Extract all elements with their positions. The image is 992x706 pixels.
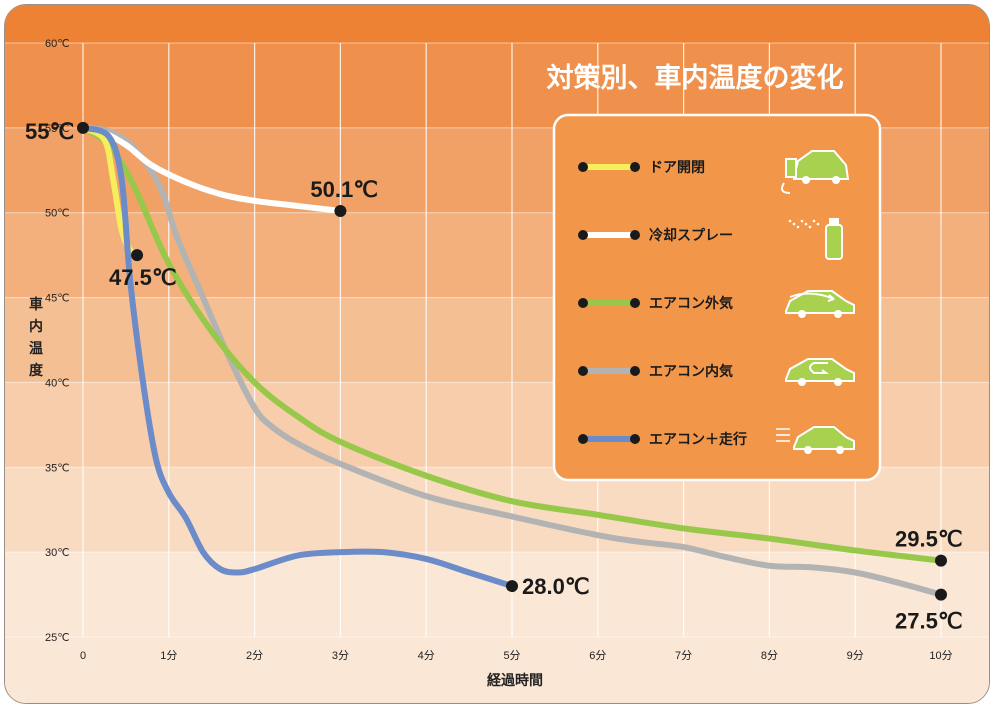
chart-title: 対策別、車内温度の変化 — [547, 62, 844, 94]
series-lines — [80, 124, 944, 598]
car-doors-open-icon — [781, 150, 850, 194]
x-tick-label: 4分 — [418, 649, 435, 662]
legend-label: ドア開閉 — [649, 160, 705, 176]
legend-dot — [578, 162, 588, 172]
x-tick-label: 5分 — [503, 649, 520, 662]
legend-label: 冷却スプレー — [649, 227, 733, 244]
x-tick-label: 7分 — [675, 649, 692, 662]
legend-item-cooling-spray: 冷却スプレー — [578, 218, 843, 260]
x-tick-label: 0 — [80, 650, 86, 662]
end-marker-cooling-spray — [334, 205, 347, 218]
legend-dot — [630, 162, 640, 172]
legend-label: エアコン外気 — [649, 295, 733, 312]
spray-dot — [800, 219, 804, 223]
y-tick-label: 35℃ — [45, 462, 70, 474]
y-tick-label: 30℃ — [45, 547, 70, 559]
end-marker-door-open — [131, 249, 144, 262]
x-tick-label: 1分 — [160, 649, 177, 662]
band — [5, 552, 989, 637]
x-tick-labels: 0 1分 2分 3分 4分 5分 6分 7分 8分 9分 10分 — [80, 649, 953, 662]
end-marker-ac-recirculate — [935, 588, 947, 601]
arrow — [781, 182, 791, 194]
end-marker-ac-outside-air — [935, 554, 947, 567]
car-door — [785, 158, 797, 178]
y-tick-label: 40℃ — [45, 377, 70, 389]
legend-dot — [578, 434, 588, 444]
y-tick-labels: 25℃ 30℃ 35℃ 40℃ 45℃ 50℃ 55℃ 60℃ — [45, 38, 70, 644]
end-label-door-open: 47.5℃ — [109, 265, 177, 290]
x-tick-label: 10分 — [929, 649, 952, 662]
spray-dot — [788, 219, 792, 223]
spray-dot — [812, 219, 816, 223]
x-tick-label: 2分 — [246, 649, 263, 662]
x-axis-label: 経過時間 — [487, 672, 543, 689]
air-arrow — [789, 292, 835, 302]
x-tick-label: 3分 — [332, 649, 349, 662]
can-body — [825, 224, 843, 260]
chart-frame: 25℃ 30℃ 35℃ 40℃ 45℃ 50℃ 55℃ 60℃ 0 1分 2分 3分 4分 5分 6分 7分… — [4, 4, 990, 704]
legend-dot — [630, 434, 640, 444]
car-outside-air-icon — [785, 290, 855, 318]
end-label-ac-outside-air: 29.5℃ — [895, 527, 963, 552]
legend-dot — [578, 230, 588, 240]
series-line-door-open — [80, 124, 141, 259]
x-tick-label: 9分 — [847, 649, 864, 662]
band-bottom — [5, 637, 989, 703]
legend-dot — [630, 298, 640, 308]
series-line-ac-driving — [80, 124, 515, 590]
car-recirculate-icon — [785, 358, 855, 386]
car-wheel — [834, 310, 842, 318]
legend-item-door-open: ドア開閉 — [578, 150, 850, 194]
data-labels: 47.5℃ 50.1℃ 29.5℃ 27.5℃ 28.0℃ — [109, 177, 962, 634]
car-wheel — [832, 176, 840, 184]
car-wheel — [802, 176, 810, 184]
car-wheel — [798, 378, 806, 386]
recirc-arrow — [809, 362, 829, 374]
start-marker — [77, 121, 89, 134]
can-cap — [829, 218, 839, 225]
y-tick-label: 60℃ — [45, 38, 70, 50]
legend-item-ac-outside-air: エアコン外気 — [578, 290, 855, 318]
car-body — [785, 358, 855, 382]
car-body — [785, 290, 855, 314]
end-marker-ac-driving — [506, 580, 518, 593]
car-wheel — [834, 378, 842, 386]
start-label: 55℃ — [25, 119, 74, 144]
x-tick-label: 6分 — [589, 649, 606, 662]
data-markers — [77, 121, 947, 601]
spray-can-icon — [788, 218, 843, 260]
car-body — [793, 426, 855, 450]
y-axis-label: 車内温度 — [29, 296, 44, 379]
y-tick-label: 50℃ — [45, 208, 70, 220]
legend-label: エアコン内気 — [649, 363, 733, 380]
y-tick-label: 45℃ — [45, 293, 70, 305]
car-wheel — [804, 446, 812, 454]
legend-dot — [630, 230, 640, 240]
end-label-ac-driving: 28.0℃ — [522, 574, 590, 599]
spray-dot — [804, 222, 808, 226]
band — [5, 5, 989, 43]
spray-dot — [816, 222, 820, 226]
end-label-cooling-spray: 50.1℃ — [310, 177, 378, 202]
series-line-ac-outside-air — [80, 124, 944, 564]
line-chart: 25℃ 30℃ 35℃ 40℃ 45℃ 50℃ 55℃ 60℃ 0 1分 2分 3分 4分 5分 6分 7分… — [5, 5, 989, 703]
end-label-ac-recirculate: 27.5℃ — [895, 609, 963, 634]
legend-item-ac-driving: エアコン＋走行 — [578, 426, 855, 454]
series-line-ac-recirculate — [80, 124, 944, 598]
spray-dot — [808, 225, 812, 229]
car-driving-icon — [776, 426, 855, 454]
legend-item-ac-recirculate: エアコン内気 — [578, 358, 855, 386]
legend-dot — [578, 366, 588, 376]
car-wheel — [798, 310, 806, 318]
spray-dot — [792, 222, 796, 226]
spray-dot — [796, 225, 800, 229]
car-wheel — [836, 446, 844, 454]
x-tick-label: 8分 — [761, 649, 778, 662]
legend-dot — [578, 298, 588, 308]
legend-dot — [630, 366, 640, 376]
legend-label: エアコン＋走行 — [649, 431, 747, 448]
y-tick-label: 55℃ — [45, 123, 70, 135]
y-tick-label: 25℃ — [45, 632, 70, 644]
